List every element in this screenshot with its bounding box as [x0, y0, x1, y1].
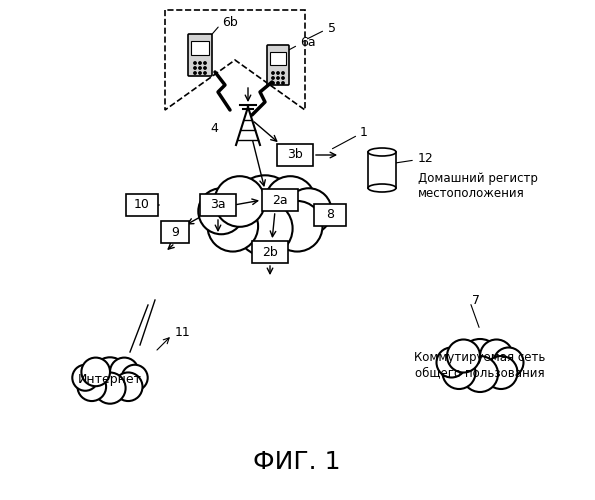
- Circle shape: [214, 176, 265, 227]
- Circle shape: [282, 72, 284, 74]
- Text: 3a: 3a: [210, 198, 226, 211]
- Circle shape: [484, 356, 518, 389]
- Ellipse shape: [368, 184, 396, 192]
- Circle shape: [208, 201, 258, 252]
- Text: ФИГ. 1: ФИГ. 1: [253, 450, 341, 474]
- Bar: [126, 194, 158, 216]
- Bar: [252, 241, 288, 263]
- Circle shape: [95, 372, 126, 404]
- Circle shape: [204, 67, 206, 69]
- Circle shape: [286, 188, 331, 234]
- Circle shape: [437, 348, 466, 378]
- Circle shape: [237, 201, 293, 256]
- Text: 6a: 6a: [300, 36, 315, 50]
- Circle shape: [204, 62, 206, 64]
- Text: 12: 12: [418, 152, 434, 164]
- Text: Домашний регистр
местоположения: Домашний регистр местоположения: [418, 172, 538, 200]
- Circle shape: [198, 188, 245, 234]
- FancyBboxPatch shape: [267, 45, 289, 85]
- Text: 7: 7: [472, 294, 480, 306]
- Text: 2b: 2b: [262, 246, 278, 258]
- Circle shape: [282, 77, 284, 79]
- FancyBboxPatch shape: [188, 34, 212, 76]
- Text: 1: 1: [360, 126, 368, 140]
- Circle shape: [480, 340, 513, 372]
- Circle shape: [77, 372, 106, 401]
- Ellipse shape: [368, 148, 396, 156]
- Circle shape: [272, 82, 274, 84]
- Circle shape: [443, 356, 475, 389]
- Text: 8: 8: [326, 208, 334, 222]
- Text: 10: 10: [134, 198, 150, 211]
- Text: 2a: 2a: [272, 194, 288, 206]
- Circle shape: [82, 358, 110, 386]
- Circle shape: [462, 356, 498, 392]
- Circle shape: [272, 72, 274, 74]
- Text: 9: 9: [171, 226, 179, 238]
- Bar: [262, 189, 298, 211]
- Circle shape: [233, 176, 297, 240]
- Text: Коммутируемая сеть
общего пользования: Коммутируемая сеть общего пользования: [414, 351, 546, 379]
- Circle shape: [199, 67, 201, 69]
- Circle shape: [194, 72, 196, 74]
- Circle shape: [73, 365, 98, 391]
- Circle shape: [277, 82, 279, 84]
- Text: 3b: 3b: [287, 148, 303, 162]
- Circle shape: [114, 372, 142, 401]
- Circle shape: [282, 82, 284, 84]
- Circle shape: [459, 339, 501, 381]
- Circle shape: [265, 176, 315, 227]
- Circle shape: [447, 340, 480, 372]
- Circle shape: [277, 72, 279, 74]
- Circle shape: [194, 67, 196, 69]
- Text: Интернет: Интернет: [78, 374, 142, 386]
- Circle shape: [493, 348, 524, 378]
- Text: 4: 4: [210, 122, 218, 135]
- Circle shape: [272, 201, 322, 252]
- Bar: [191, 41, 209, 55]
- Text: 11: 11: [175, 326, 191, 340]
- Circle shape: [194, 62, 196, 64]
- Circle shape: [110, 358, 139, 386]
- Circle shape: [204, 72, 206, 74]
- Circle shape: [277, 77, 279, 79]
- Bar: [314, 204, 346, 226]
- Circle shape: [199, 72, 201, 74]
- Bar: [200, 194, 236, 216]
- Circle shape: [272, 77, 274, 79]
- Circle shape: [199, 62, 201, 64]
- Circle shape: [122, 365, 148, 391]
- Text: 6b: 6b: [222, 16, 238, 30]
- Bar: [270, 52, 286, 65]
- Circle shape: [92, 358, 128, 394]
- Bar: [277, 144, 313, 166]
- Bar: [368, 152, 396, 188]
- Text: 5: 5: [328, 22, 336, 35]
- Bar: [161, 221, 189, 243]
